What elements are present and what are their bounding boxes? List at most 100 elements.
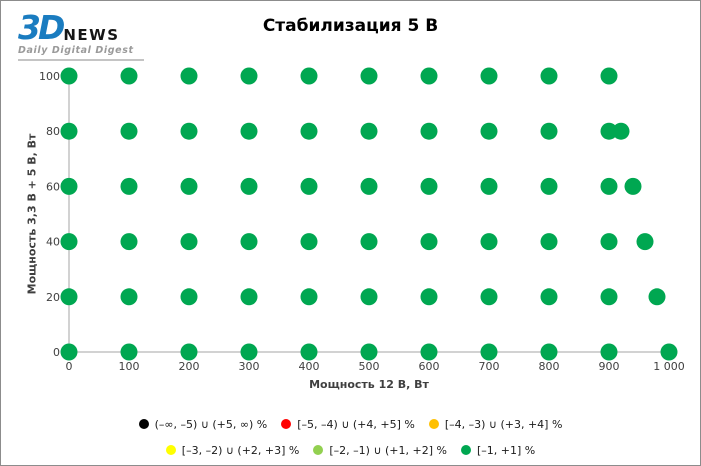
data-point	[180, 177, 198, 195]
data-point	[120, 233, 138, 251]
legend-row: [–3, –2) ∪ (+2, +3] % [–2, –1) ∪ (+1, +2]…	[1, 437, 700, 463]
legend-item: [–4, –3) ∪ (+3, +4] %	[428, 417, 563, 431]
data-point	[540, 288, 558, 306]
data-point	[480, 233, 498, 251]
data-point	[240, 343, 258, 361]
legend-marker-icon	[165, 445, 176, 455]
legend-label: [–3, –2) ∪ (+2, +3] %	[181, 443, 300, 457]
data-point	[60, 122, 78, 140]
legend-item: [–3, –2) ∪ (+2, +3] %	[165, 443, 300, 457]
legend-item: [–1, +1] %	[460, 443, 536, 457]
x-tick-label: 500	[359, 360, 380, 373]
data-point	[360, 288, 378, 306]
data-point	[180, 288, 198, 306]
legend-item: [–2, –1) ∪ (+1, +2] %	[313, 444, 447, 457]
data-point	[480, 177, 498, 195]
data-point	[60, 288, 78, 306]
data-point	[300, 177, 318, 195]
data-point	[120, 122, 138, 140]
data-point	[480, 67, 498, 85]
legend-marker-icon	[138, 419, 149, 429]
data-point	[360, 343, 378, 361]
legend-marker-icon	[281, 419, 292, 429]
data-point	[648, 288, 666, 306]
data-point	[480, 122, 498, 140]
y-tick-label: 0	[53, 346, 60, 359]
data-point	[120, 343, 138, 361]
data-point	[180, 343, 198, 361]
data-point	[300, 233, 318, 251]
data-point	[360, 177, 378, 195]
data-point	[240, 67, 258, 85]
data-point	[60, 67, 78, 85]
data-point	[624, 177, 642, 195]
data-point	[120, 177, 138, 195]
data-point	[480, 343, 498, 361]
data-point	[540, 122, 558, 140]
legend-row: (–∞, –5) ∪ (+5, ∞) % [–5, –4) ∪ (+4, +5] …	[1, 411, 700, 437]
legend-item: (–∞, –5) ∪ (+5, ∞) %	[138, 418, 267, 431]
logo-3d-text: 3D	[18, 8, 65, 47]
data-point	[600, 177, 618, 195]
legend-label: [–2, –1) ∪ (+1, +2] %	[329, 443, 447, 457]
logo-wordmark: 3D NEWS	[18, 11, 144, 44]
data-point	[420, 177, 438, 195]
x-tick-label: 300	[239, 360, 260, 373]
data-point	[180, 233, 198, 251]
legend-marker-icon	[313, 445, 324, 455]
x-tick-label: 700	[479, 360, 500, 373]
legend-label: [–1, +1] %	[476, 443, 536, 457]
logo-news-text: NEWS	[63, 26, 120, 44]
data-point	[420, 67, 438, 85]
x-tick-label: 400	[299, 360, 320, 373]
data-point	[240, 122, 258, 140]
data-point	[120, 67, 138, 85]
data-point	[120, 288, 138, 306]
y-tick-label: 20	[46, 291, 60, 304]
legend-label: [–4, –3) ∪ (+3, +4] %	[444, 417, 563, 431]
data-point	[612, 122, 630, 140]
data-point	[600, 233, 618, 251]
x-tick-label: 900	[599, 360, 620, 373]
data-point	[600, 122, 618, 140]
data-point	[300, 288, 318, 306]
data-point	[540, 233, 558, 251]
data-point	[480, 288, 498, 306]
legend-marker-icon	[460, 445, 471, 455]
x-axis-title: Мощность 12 В, Вт	[309, 378, 429, 391]
data-point	[660, 343, 678, 361]
data-point	[600, 343, 618, 361]
data-point	[240, 233, 258, 251]
x-tick-label: 100	[119, 360, 140, 373]
data-point	[420, 122, 438, 140]
data-point	[540, 343, 558, 361]
data-point	[180, 122, 198, 140]
y-tick-label: 40	[46, 236, 60, 249]
data-point	[60, 233, 78, 251]
data-point	[600, 288, 618, 306]
x-tick-label: 0	[66, 360, 73, 373]
logo-tagline: Daily Digital Digest	[18, 45, 144, 61]
data-point	[60, 343, 78, 361]
data-point	[420, 288, 438, 306]
data-point	[300, 343, 318, 361]
y-tick-label: 100	[39, 70, 60, 83]
x-tick-label: 800	[539, 360, 560, 373]
data-point	[300, 67, 318, 85]
data-point	[540, 67, 558, 85]
data-point	[180, 67, 198, 85]
y-tick-label: 60	[46, 180, 60, 193]
data-point	[420, 343, 438, 361]
legend-label: [–5, –4) ∪ (+4, +5] %	[297, 417, 415, 431]
y-tick-label: 80	[46, 125, 60, 138]
chart-title: Стабилизация 5 В	[262, 16, 439, 36]
data-point	[420, 233, 438, 251]
data-point	[360, 122, 378, 140]
data-point	[360, 233, 378, 251]
data-point	[360, 67, 378, 85]
legend-marker-icon	[428, 419, 439, 429]
chart-legend: (–∞, –5) ∪ (+5, ∞) % [–5, –4) ∪ (+4, +5] …	[1, 411, 700, 463]
site-logo: 3D NEWS Daily Digital Digest	[18, 11, 144, 61]
